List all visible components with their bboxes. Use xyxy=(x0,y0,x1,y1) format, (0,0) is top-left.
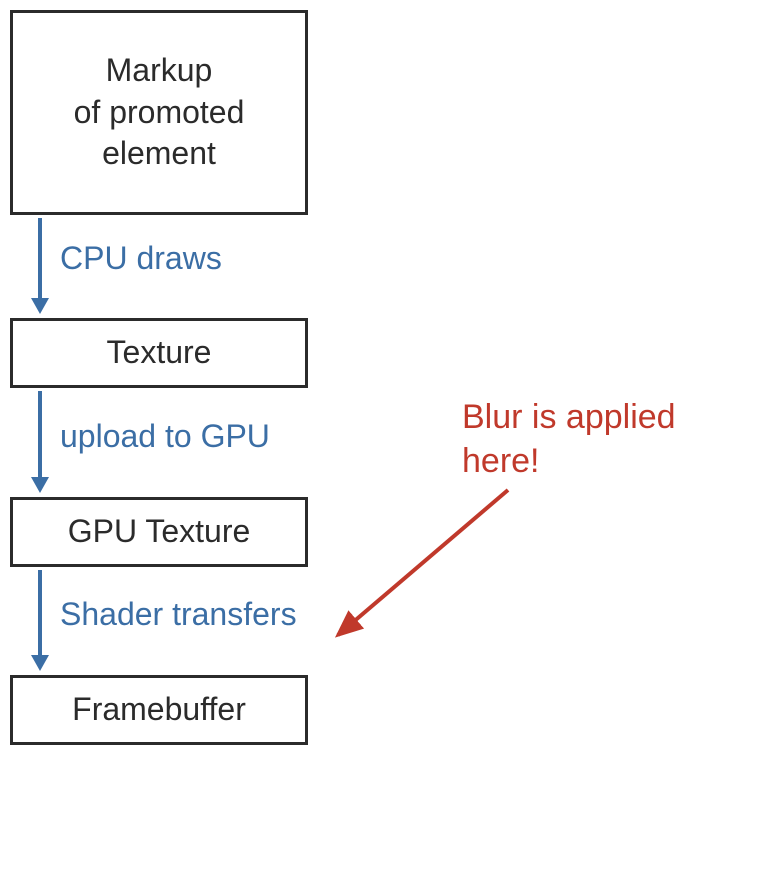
arrow-line xyxy=(38,391,42,479)
arrow-head-icon xyxy=(31,298,49,314)
arrow-head-icon xyxy=(31,477,49,493)
arrow-head-icon xyxy=(31,655,49,671)
edge-label-shader-transfers: Shader transfers xyxy=(60,596,297,633)
node-texture-label: Texture xyxy=(107,332,212,374)
node-texture: Texture xyxy=(10,318,308,388)
flowchart-diagram: Markupof promotedelement CPU draws Textu… xyxy=(0,0,761,883)
node-framebuffer-label: Framebuffer xyxy=(72,689,246,731)
annotation-blur-applied: Blur is appliedhere! xyxy=(462,395,676,483)
arrow-line xyxy=(38,570,42,657)
node-markup: Markupof promotedelement xyxy=(10,10,308,215)
node-gpu-texture: GPU Texture xyxy=(10,497,308,567)
node-markup-label: Markupof promotedelement xyxy=(74,50,245,175)
arrow-line xyxy=(38,218,42,300)
node-framebuffer: Framebuffer xyxy=(10,675,308,745)
annotation-arrow-line xyxy=(338,490,508,635)
node-gpu-texture-label: GPU Texture xyxy=(68,511,251,553)
edge-label-cpu-draws: CPU draws xyxy=(60,240,222,277)
edge-label-upload-gpu: upload to GPU xyxy=(60,418,270,455)
